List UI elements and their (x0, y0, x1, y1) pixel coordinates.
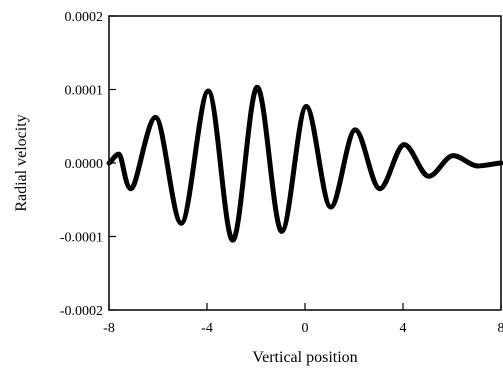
x-axis-title: Vertical position (252, 349, 357, 366)
x-tick-label: 8 (498, 321, 503, 336)
y-tick-label: -0.0001 (60, 231, 103, 246)
y-tick-label: 0.0000 (65, 157, 104, 172)
y-tick-label: 0.0001 (65, 84, 104, 99)
y-tick-label: -0.0002 (60, 304, 103, 319)
y-axis-title: Radial velocity (13, 114, 30, 211)
x-tick-label: 4 (400, 321, 407, 336)
y-tick-label: 0.0002 (65, 10, 104, 25)
series-group (106, 84, 503, 243)
x-tick-label: -8 (103, 321, 115, 336)
y-axis: -0.0002 -0.0001 0.0000 0.0001 0.0002 (60, 10, 116, 319)
series-line (106, 84, 503, 243)
x-tick-label: 0 (302, 321, 309, 336)
x-axis: -8 -4 0 4 8 (103, 303, 503, 336)
x-tick-label: -4 (201, 321, 213, 336)
